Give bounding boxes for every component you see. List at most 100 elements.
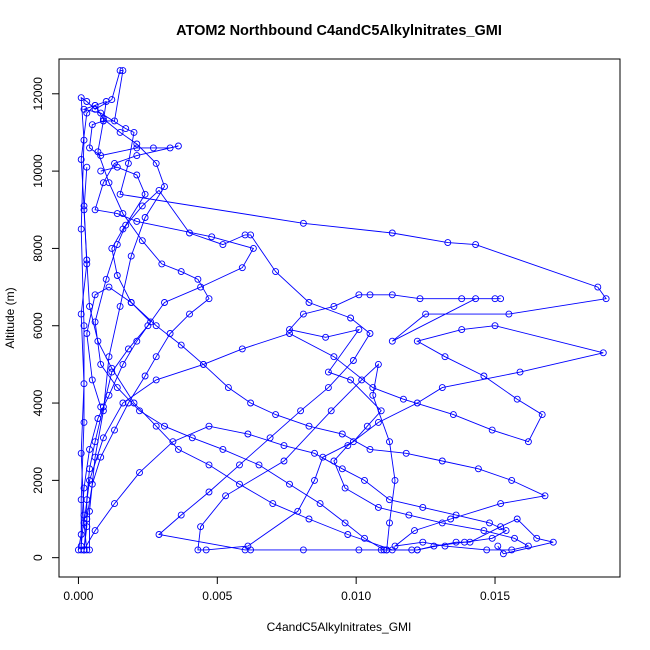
data-point (458, 295, 466, 303)
data-point (88, 480, 96, 488)
data-point (355, 291, 363, 299)
y-tick-label: 10000 (31, 154, 45, 188)
data-point (174, 445, 182, 453)
data-point (186, 229, 193, 237)
series-line (83, 286, 604, 551)
data-point (152, 353, 160, 361)
data-point (311, 449, 318, 457)
data-point (338, 430, 346, 438)
data-point (355, 326, 363, 334)
data-point (141, 190, 149, 198)
data-point (483, 546, 491, 554)
data-point (158, 260, 166, 268)
data-point (108, 364, 116, 372)
data-point (119, 225, 127, 233)
data-point (480, 527, 488, 535)
data-point (124, 345, 132, 353)
data-point (205, 461, 213, 469)
data-point (452, 538, 460, 546)
data-point (174, 142, 182, 150)
data-point (347, 314, 355, 322)
y-tick-label: 0 (31, 554, 45, 561)
data-point (316, 500, 324, 508)
data-point (105, 179, 113, 187)
y-axis-label: Altitude (m) (3, 287, 17, 348)
data-point (441, 542, 449, 550)
data-point (247, 546, 255, 554)
data-point (344, 442, 352, 450)
data-point (102, 98, 110, 105)
data-point (102, 275, 110, 283)
data-point (341, 519, 349, 527)
data-point (177, 341, 185, 349)
x-tick-label: 0.005 (202, 589, 232, 603)
data-point (224, 384, 232, 392)
data-point (119, 67, 127, 75)
data-point (166, 144, 174, 152)
data-point (116, 302, 124, 310)
data-point (511, 534, 518, 542)
data-point (513, 395, 521, 403)
data-point (222, 492, 230, 500)
data-point (386, 519, 393, 527)
data-point (299, 546, 307, 554)
data-point (236, 480, 243, 488)
data-point (297, 407, 305, 415)
data-point (599, 349, 607, 357)
series-line (83, 166, 508, 551)
data-point (472, 241, 480, 249)
data-point (413, 399, 421, 407)
data-point (299, 219, 307, 227)
data-point (177, 268, 185, 276)
data-point (305, 422, 313, 430)
plot-area (74, 67, 610, 558)
data-point (80, 380, 88, 388)
data-point (152, 422, 160, 430)
data-point (105, 283, 113, 291)
x-tick-label: 0.015 (480, 589, 510, 603)
data-point (152, 376, 160, 384)
data-point (77, 310, 85, 318)
data-point (499, 550, 507, 558)
data-point (419, 503, 427, 511)
y-axis: 0 2000 4000 6000 8000 10000 12000 (31, 77, 60, 561)
data-point (247, 231, 255, 239)
data-point (524, 438, 532, 446)
data-point (97, 167, 105, 175)
data-point (80, 418, 88, 426)
data-point (358, 376, 366, 384)
data-point (83, 515, 91, 523)
data-point (388, 546, 396, 554)
data-point (127, 252, 135, 260)
data-point (127, 299, 135, 306)
data-point (149, 144, 157, 152)
data-point (347, 376, 355, 384)
data-point (374, 418, 382, 426)
data-point (458, 326, 466, 334)
data-point (413, 337, 421, 345)
data-point (188, 434, 196, 442)
data-point (330, 353, 338, 361)
data-point (88, 121, 96, 129)
data-point (524, 542, 532, 550)
data-point (77, 225, 85, 233)
data-series-6 (74, 163, 396, 554)
data-point (136, 407, 143, 415)
data-point (286, 326, 293, 334)
data-point (419, 538, 427, 546)
data-point (497, 295, 505, 303)
data-point (480, 372, 488, 380)
data-point (366, 291, 374, 299)
data-point (497, 500, 505, 508)
data-point (386, 496, 393, 504)
data-point (219, 241, 227, 249)
data-point (91, 291, 99, 299)
data-point (133, 171, 141, 179)
x-tick-label: 0.010 (341, 589, 371, 603)
y-tick-label: 6000 (31, 312, 45, 339)
data-point (99, 434, 107, 442)
data-point (491, 322, 499, 330)
data-point (305, 299, 313, 306)
data-series-3 (80, 283, 607, 554)
data-point (286, 330, 293, 337)
